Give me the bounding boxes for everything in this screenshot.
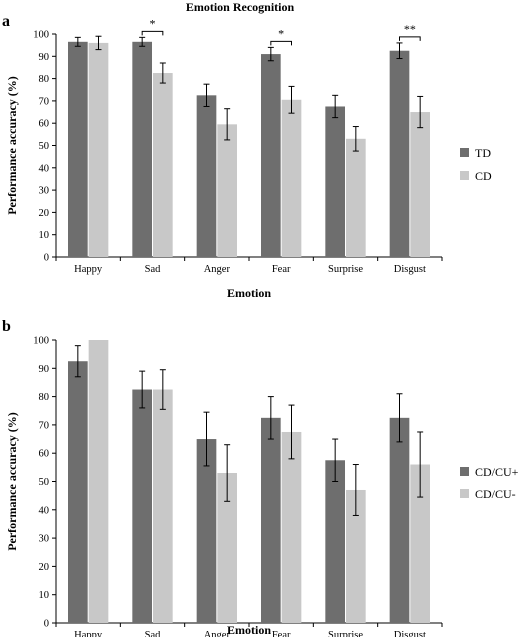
legend-swatch xyxy=(460,489,469,498)
bar xyxy=(410,464,430,623)
bar xyxy=(88,340,109,623)
y-tick-label: 0 xyxy=(44,619,49,630)
bar xyxy=(281,99,302,257)
legend-swatch xyxy=(460,171,469,180)
bar xyxy=(389,50,410,257)
panel-label: b xyxy=(2,318,11,335)
y-axis-label: Performance accuracy (%) xyxy=(5,412,19,551)
y-tick-label: 50 xyxy=(39,477,50,488)
legend-swatch xyxy=(460,467,469,476)
bar xyxy=(325,460,345,623)
x-tick-label: Anger xyxy=(204,630,231,637)
bar xyxy=(217,473,237,623)
bar xyxy=(68,361,88,623)
significance-bracket xyxy=(141,30,164,36)
bar xyxy=(346,489,366,623)
bar xyxy=(325,106,345,257)
bar xyxy=(281,431,302,623)
significance-label: ** xyxy=(404,22,416,36)
bar xyxy=(261,54,281,257)
y-tick-label: 50 xyxy=(39,141,50,152)
x-tick-label: Happy xyxy=(74,630,103,637)
y-tick-label: 0 xyxy=(44,253,49,264)
y-tick-label: 30 xyxy=(39,186,50,197)
y-tick-label: 40 xyxy=(39,505,50,516)
bar xyxy=(196,439,217,623)
y-tick-label: 10 xyxy=(39,230,50,241)
bar xyxy=(196,95,217,257)
x-tick-label: Fear xyxy=(272,630,291,637)
y-tick-label: 60 xyxy=(39,449,50,460)
y-tick-label: 70 xyxy=(39,96,50,107)
bar xyxy=(132,389,152,623)
y-tick-label: 60 xyxy=(39,119,50,130)
significance-bracket xyxy=(399,36,421,41)
y-tick-label: 90 xyxy=(39,364,50,375)
x-tick-label: Surprise xyxy=(328,630,363,637)
y-tick-label: 20 xyxy=(39,208,50,219)
x-tick-label: Disgust xyxy=(394,264,426,275)
significance-label: * xyxy=(150,16,156,30)
bar xyxy=(261,417,281,623)
x-tick-label: Sad xyxy=(145,264,162,275)
x-tick-label: Anger xyxy=(204,264,231,275)
y-tick-label: 40 xyxy=(39,163,50,174)
y-tick-label: 90 xyxy=(39,52,50,63)
y-tick-label: 80 xyxy=(39,392,50,403)
bar xyxy=(217,124,237,257)
bar xyxy=(410,112,430,257)
x-tick-label: Surprise xyxy=(328,264,363,275)
bar xyxy=(88,42,109,257)
x-tick-label: Happy xyxy=(74,264,103,275)
x-tick-label: Sad xyxy=(145,630,162,637)
bar xyxy=(346,138,366,257)
legend-label: CD/CU+ xyxy=(475,465,519,479)
figure-title: Emotion Recognition xyxy=(186,0,295,14)
legend-label: TD xyxy=(475,146,491,160)
panel-b: b 0 10 20 30 40 50 60 70 80 90 100 Happy Sad Anger Fear… xyxy=(2,318,519,637)
significance-bracket xyxy=(270,40,292,46)
x-axis-label: Emotion xyxy=(227,286,271,300)
y-tick-label: 100 xyxy=(33,30,49,41)
legend-label: CD xyxy=(475,169,492,183)
x-tick-label: Disgust xyxy=(394,630,426,637)
legend-swatch xyxy=(460,148,469,157)
panel-a: a 0 10 20 30 40 50 60 70 80 90 100 Happy Sad Anger Fear… xyxy=(2,13,492,300)
bar xyxy=(132,41,152,258)
y-tick-label: 80 xyxy=(39,74,50,85)
panel-label: a xyxy=(2,13,10,30)
bar xyxy=(389,417,410,623)
y-tick-label: 70 xyxy=(39,420,50,431)
y-tick-label: 20 xyxy=(39,562,50,573)
y-tick-label: 30 xyxy=(39,534,50,545)
y-axis-label: Performance accuracy (%) xyxy=(5,76,19,215)
x-tick-label: Fear xyxy=(272,264,291,275)
bar xyxy=(153,73,173,258)
x-axis-label: Emotion xyxy=(227,623,271,637)
y-tick-label: 100 xyxy=(33,336,49,347)
legend-label: CD/CU- xyxy=(475,487,516,501)
y-tick-label: 10 xyxy=(39,590,50,601)
significance-label: * xyxy=(278,26,284,40)
bar xyxy=(68,41,88,258)
bar xyxy=(153,389,173,623)
